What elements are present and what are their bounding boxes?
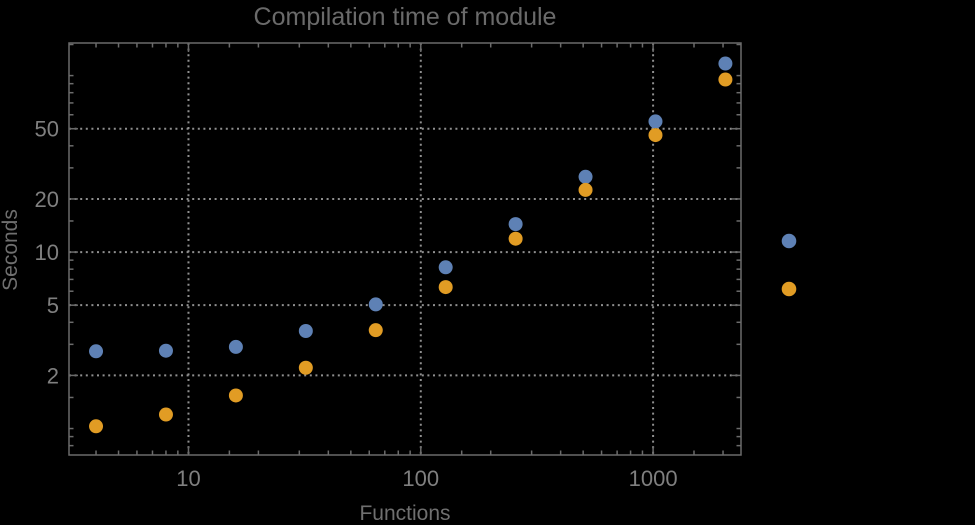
data-point-series-1 [228, 339, 243, 354]
x-tick-label: 100 [402, 466, 439, 491]
data-point-series-1 [718, 56, 733, 71]
data-point-series-2 [89, 419, 104, 434]
plot-frame [68, 42, 742, 456]
legend-marker-series-2 [781, 281, 797, 297]
data-point-series-1 [648, 114, 663, 129]
data-point-series-2 [298, 360, 313, 375]
data-point-series-2 [228, 388, 243, 403]
chart-title: Compilation time of module [253, 3, 557, 31]
data-point-series-1 [578, 169, 593, 184]
y-tick-label: 2 [47, 363, 59, 388]
data-point-series-1 [368, 297, 383, 312]
y-axis-label: Seconds [0, 209, 22, 291]
data-point-series-2 [578, 182, 593, 197]
y-tick-label: 5 [47, 293, 59, 318]
legend-marker-series-1 [781, 233, 797, 249]
data-point-series-1 [438, 260, 453, 275]
data-point-series-1 [89, 344, 104, 359]
data-point-series-2 [158, 407, 173, 422]
y-tick-label: 10 [35, 240, 59, 265]
data-point-series-1 [508, 217, 523, 232]
data-point-series-1 [158, 343, 173, 358]
data-point-series-2 [368, 323, 383, 338]
data-point-series-1 [298, 324, 313, 339]
y-tick-label: 50 [35, 117, 59, 142]
x-axis-label: Functions [359, 502, 451, 525]
y-tick-label: 20 [35, 187, 59, 212]
data-point-series-2 [438, 280, 453, 295]
data-point-series-2 [508, 231, 523, 246]
x-tick-label: 1000 [629, 466, 678, 491]
data-point-series-2 [648, 128, 663, 143]
data-point-series-2 [718, 72, 733, 87]
x-tick-label: 10 [176, 466, 200, 491]
